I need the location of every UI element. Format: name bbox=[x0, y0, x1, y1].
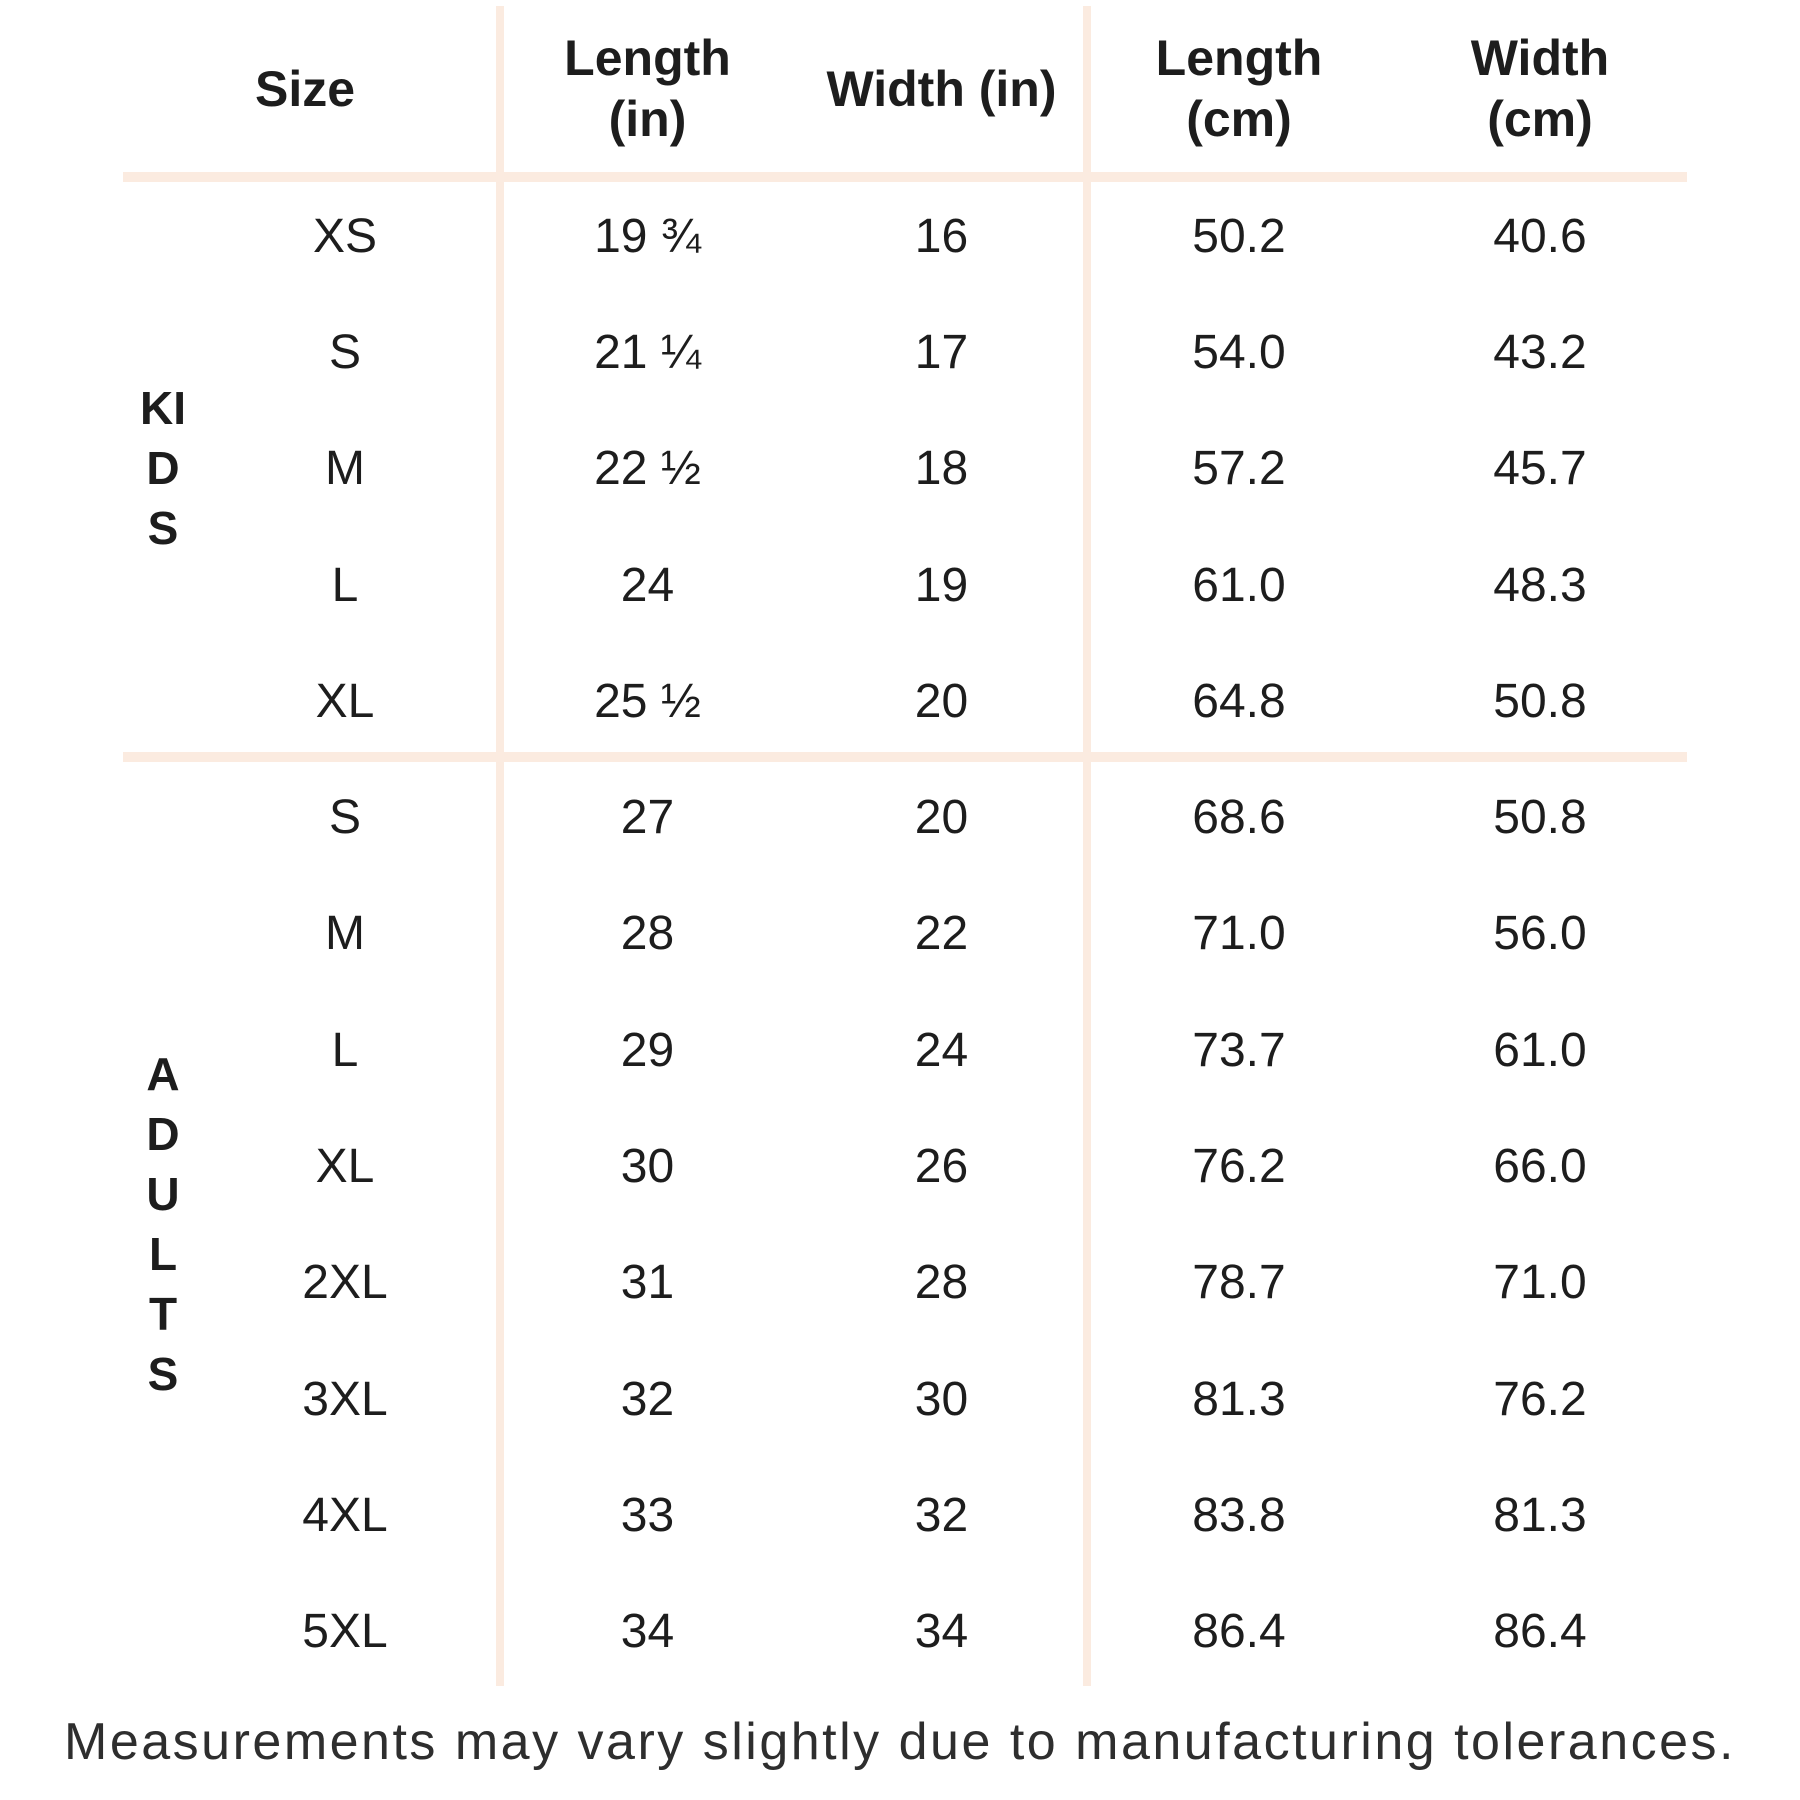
kids-s-size: S bbox=[328, 325, 361, 379]
group-label-adults-text: ADULTS bbox=[146, 1048, 180, 1400]
kids-m-length-in: 22 ½ bbox=[594, 442, 701, 496]
adults-l-width-cm: 61.0 bbox=[1493, 1023, 1587, 1077]
adults-3xl-width-cm: 76.2 bbox=[1493, 1372, 1587, 1426]
kids-xl-width-in: 20 bbox=[914, 674, 969, 728]
kids-xs-width-cm: 40.6 bbox=[1493, 209, 1587, 263]
kids-xl-size: XL bbox=[315, 674, 375, 728]
footnote: Measurements may vary slightly due to ma… bbox=[64, 1713, 1736, 1771]
adults-5xl-length-in: 34 bbox=[620, 1605, 675, 1659]
kids-s-width-in: 17 bbox=[914, 325, 969, 379]
col-header-width-in: Width (in) bbox=[826, 60, 1057, 117]
kids-m-width-cm: 45.7 bbox=[1493, 442, 1587, 496]
kids-xl-width-cm: 50.8 bbox=[1493, 674, 1587, 728]
col-header-length-in: Length (in) bbox=[564, 30, 731, 147]
adults-3xl-size: 3XL bbox=[302, 1372, 388, 1426]
col-header-width-cm: Width (cm) bbox=[1470, 30, 1610, 147]
adults-s-width-in: 20 bbox=[914, 791, 969, 845]
adults-m-size: M bbox=[325, 907, 365, 961]
col-header-size: Size bbox=[254, 60, 356, 117]
adults-5xl-length-cm: 86.4 bbox=[1192, 1605, 1286, 1659]
adults-2xl-width-cm: 71.0 bbox=[1493, 1256, 1587, 1310]
divider-vertical-1 bbox=[496, 6, 504, 1686]
adults-4xl-width-in: 32 bbox=[914, 1488, 969, 1542]
kids-s-width-cm: 43.2 bbox=[1493, 325, 1587, 379]
adults-2xl-size: 2XL bbox=[302, 1256, 388, 1310]
adults-5xl-size: 5XL bbox=[302, 1605, 388, 1659]
divider-kids-adults-line bbox=[123, 752, 1687, 762]
adults-5xl-width-in: 34 bbox=[914, 1605, 969, 1659]
adults-3xl-width-in: 30 bbox=[914, 1372, 969, 1426]
size-chart-table: Size Length (in) Width (in) Length (cm) … bbox=[110, 0, 1690, 1690]
group-label-kids-text: KIDS bbox=[140, 382, 186, 554]
group-label-kids: KIDS bbox=[118, 178, 208, 758]
adults-4xl-size: 4XL bbox=[302, 1488, 388, 1542]
kids-m-size: M bbox=[325, 442, 365, 496]
kids-l-length-cm: 61.0 bbox=[1192, 558, 1286, 612]
adults-xl-length-in: 30 bbox=[620, 1140, 675, 1194]
adults-s-size: S bbox=[328, 791, 361, 845]
adults-2xl-length-cm: 78.7 bbox=[1192, 1256, 1286, 1310]
adults-m-width-in: 22 bbox=[914, 907, 969, 961]
col-header-length-cm: Length (cm) bbox=[1155, 30, 1323, 147]
adults-s-width-cm: 50.8 bbox=[1493, 791, 1587, 845]
adults-3xl-length-cm: 81.3 bbox=[1192, 1372, 1286, 1426]
adults-4xl-width-cm: 81.3 bbox=[1493, 1488, 1587, 1542]
kids-xs-length-in: 19 ¾ bbox=[594, 209, 701, 263]
kids-l-size: L bbox=[331, 558, 359, 612]
kids-xl-length-cm: 64.8 bbox=[1192, 674, 1286, 728]
adults-4xl-length-in: 33 bbox=[620, 1488, 675, 1542]
kids-m-length-cm: 57.2 bbox=[1192, 442, 1286, 496]
adults-xl-width-in: 26 bbox=[914, 1140, 969, 1194]
kids-l-width-in: 19 bbox=[914, 558, 969, 612]
kids-l-width-cm: 48.3 bbox=[1493, 558, 1587, 612]
adults-m-length-cm: 71.0 bbox=[1192, 907, 1286, 961]
adults-5xl-width-cm: 86.4 bbox=[1493, 1605, 1587, 1659]
divider-header-line bbox=[123, 172, 1687, 182]
divider-vertical-2 bbox=[1083, 6, 1091, 1686]
adults-xl-width-cm: 66.0 bbox=[1493, 1140, 1587, 1194]
adults-3xl-length-in: 32 bbox=[620, 1372, 675, 1426]
adults-s-length-cm: 68.6 bbox=[1192, 791, 1286, 845]
adults-2xl-length-in: 31 bbox=[620, 1256, 675, 1310]
kids-xs-length-cm: 50.2 bbox=[1192, 209, 1286, 263]
adults-xl-length-cm: 76.2 bbox=[1192, 1140, 1286, 1194]
adults-s-length-in: 27 bbox=[620, 791, 675, 845]
kids-s-length-cm: 54.0 bbox=[1192, 325, 1286, 379]
adults-l-width-in: 24 bbox=[914, 1023, 969, 1077]
kids-m-width-in: 18 bbox=[914, 442, 969, 496]
adults-xl-size: XL bbox=[315, 1140, 375, 1194]
adults-2xl-width-in: 28 bbox=[914, 1256, 969, 1310]
group-label-adults: ADULTS bbox=[118, 758, 208, 1690]
adults-m-width-cm: 56.0 bbox=[1493, 907, 1587, 961]
adults-l-length-in: 29 bbox=[620, 1023, 675, 1077]
kids-xs-size: XS bbox=[312, 209, 378, 263]
kids-l-length-in: 24 bbox=[620, 558, 675, 612]
kids-xl-length-in: 25 ½ bbox=[594, 674, 701, 728]
kids-xs-width-in: 16 bbox=[914, 209, 969, 263]
adults-m-length-in: 28 bbox=[620, 907, 675, 961]
kids-s-length-in: 21 ¼ bbox=[594, 325, 701, 379]
adults-4xl-length-cm: 83.8 bbox=[1192, 1488, 1286, 1542]
adults-l-size: L bbox=[331, 1023, 359, 1077]
adults-l-length-cm: 73.7 bbox=[1192, 1023, 1286, 1077]
